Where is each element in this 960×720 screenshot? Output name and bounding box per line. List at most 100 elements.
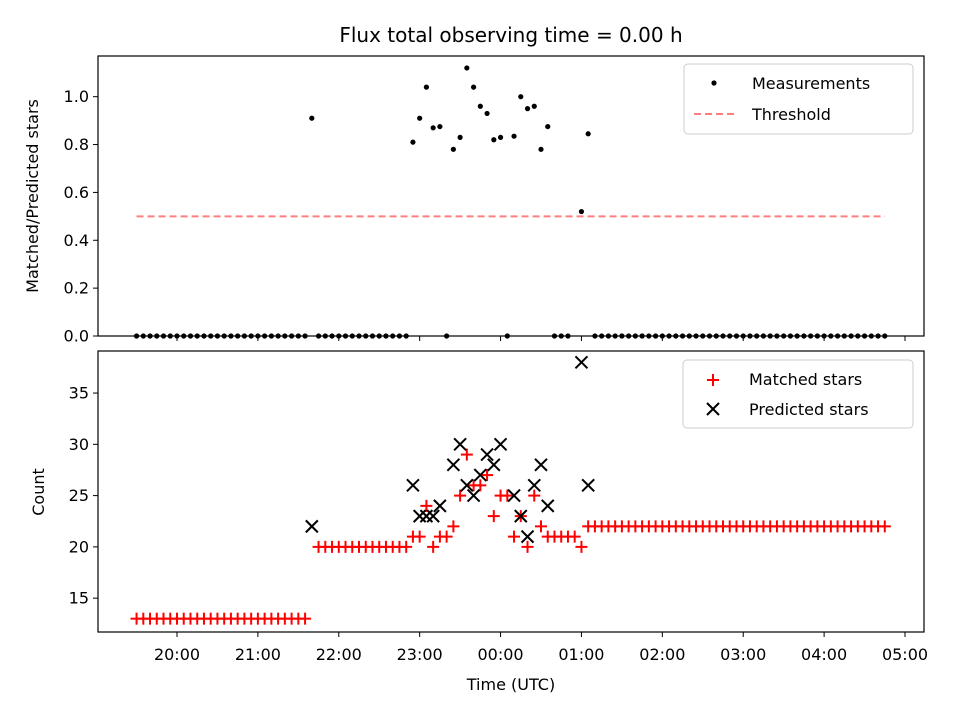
x-tick-label: 20:00 [154, 645, 200, 664]
measurement-point [868, 333, 874, 339]
top-legend-box [683, 63, 914, 135]
top-legend: Measurements Threshold [683, 63, 914, 135]
legend-threshold-label: Threshold [751, 105, 831, 124]
y-tick-label: 0.6 [64, 183, 89, 202]
measurement-point [342, 333, 349, 339]
predicted-star-point [520, 529, 535, 544]
x-axis-label: Time (UTC) [466, 675, 555, 694]
measurement-point [740, 333, 746, 339]
predicted-star-point [460, 478, 474, 493]
measurement-point [841, 333, 847, 339]
predicted-star-point [433, 499, 447, 513]
bottom-plot-frame [97, 350, 925, 633]
measurement-point [363, 333, 369, 339]
predicted-star-point [487, 458, 501, 472]
x-tick-label: 03:00 [720, 645, 766, 664]
predicted-star-point [466, 488, 481, 503]
y-tick-label: 0.2 [64, 279, 89, 298]
bottom-panel: 15 20 25 30 35 20:00 21:00 22:00 23:00 00:00 01:0… [29, 350, 928, 694]
measurement-point [733, 333, 740, 339]
measurement-point [302, 333, 308, 339]
measurement-point [646, 333, 652, 339]
bottom-y-ticks: 15 20 25 30 35 [69, 384, 98, 608]
measurement-point [767, 333, 773, 339]
measurement-point [241, 333, 248, 339]
measurement-point [760, 333, 767, 339]
matched-star-point [454, 489, 467, 502]
measurement-point [167, 333, 173, 339]
y-tick-label: 0.4 [64, 231, 89, 250]
y-tick-label: 35 [69, 384, 89, 403]
measurement-point [477, 103, 483, 109]
measurement-point [214, 333, 221, 339]
matched-star-point [481, 469, 494, 482]
y-tick-label: 0.0 [64, 327, 89, 346]
measurement-point [545, 123, 551, 130]
measurement-point [464, 65, 470, 71]
x-tick-label: 02:00 [639, 645, 685, 664]
x-tick-label: 04:00 [801, 645, 847, 664]
y-tick-label: 0.8 [64, 135, 89, 154]
measurement-point [551, 333, 558, 339]
measurement-point [828, 333, 834, 339]
measurement-point [484, 110, 490, 117]
measurement-point [255, 333, 261, 339]
measurement-point [423, 84, 430, 90]
chart-title: Flux total observing time = 0.00 h [339, 23, 682, 47]
matched-star-point [878, 520, 891, 533]
measurement-point [747, 333, 753, 339]
predicted-star-point [507, 488, 521, 503]
matched-star-point [413, 530, 426, 543]
x-tick-label: 22:00 [316, 645, 362, 664]
matched-star-point [427, 540, 440, 553]
matched-star-point [535, 520, 547, 533]
measurement-point [855, 333, 861, 339]
measurement-point [349, 333, 355, 339]
measurement-point [383, 333, 389, 339]
measurement-point [801, 333, 807, 339]
measurement-point [834, 333, 841, 339]
matched-star-point [575, 540, 588, 553]
matched-star-point [568, 530, 581, 543]
bottom-y-axis-label: Count [29, 468, 48, 516]
measurement-point [720, 333, 726, 339]
y-tick-label: 25 [69, 486, 89, 505]
measurement-point [275, 333, 281, 339]
top-plot-frame [97, 55, 925, 337]
matched-star-point [501, 489, 514, 502]
measurement-point [329, 333, 335, 339]
y-tick-label: 15 [69, 589, 89, 608]
measurement-point [160, 333, 167, 339]
bottom-legend-box [682, 359, 914, 429]
measurement-point [861, 333, 868, 339]
measurement-point [632, 333, 638, 339]
predicted-star-point [426, 509, 440, 523]
matched-star-point [460, 448, 473, 461]
measurement-point [133, 333, 140, 339]
measurement-point [679, 333, 686, 339]
predicted-star-point [581, 478, 595, 493]
measurement-point [821, 333, 827, 339]
matched-star-point [487, 510, 500, 523]
measurement-point [518, 94, 524, 100]
measurement-point [228, 333, 234, 339]
measurement-point [194, 333, 200, 339]
measurement-point [450, 146, 456, 152]
measurement-point [154, 333, 160, 339]
measurement-point [875, 333, 881, 339]
measurement-point [403, 333, 409, 339]
measurement-point [605, 333, 612, 339]
measurement-point [599, 333, 605, 339]
matched-star-point [299, 612, 312, 625]
measurement-point [787, 333, 794, 339]
predicted-star-point [527, 478, 541, 493]
measurement-point [848, 333, 854, 339]
predicted-star-point [493, 437, 508, 452]
measurement-point [639, 333, 645, 339]
predicted-star-point [514, 509, 528, 523]
measurement-point [592, 333, 598, 339]
matched-star-point [440, 530, 453, 543]
measurement-point [396, 333, 403, 339]
y-tick-label: 30 [69, 435, 89, 454]
